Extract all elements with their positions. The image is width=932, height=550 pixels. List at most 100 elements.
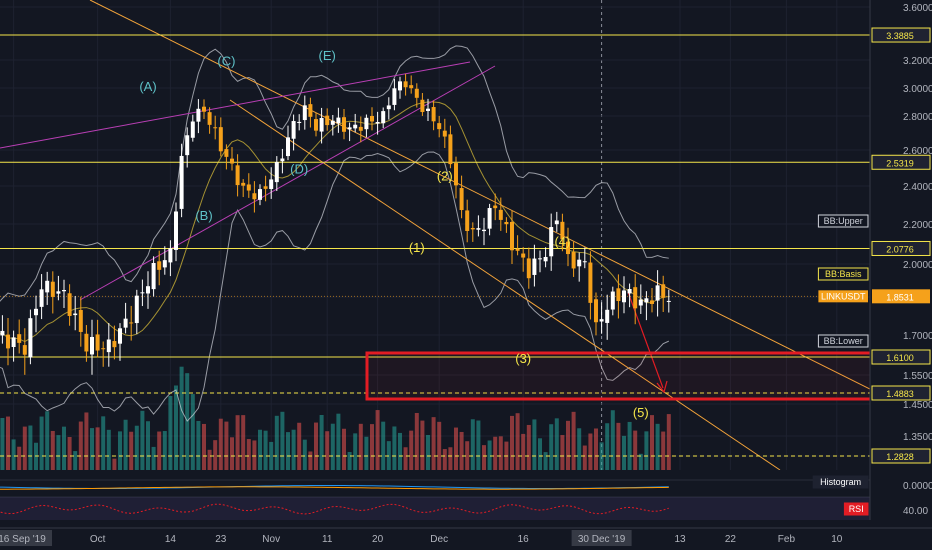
- time-tick-box: [571, 530, 632, 546]
- time-tick-label: Feb: [778, 534, 796, 545]
- volume-bar: [414, 412, 419, 470]
- trend-lines: [0, 0, 932, 471]
- wave-label: (4): [554, 234, 570, 249]
- candle-body: [431, 107, 436, 122]
- time-axis[interactable]: 16 Sep '19 Oct 14 23 Nov 11 20 Dec 16 30 Dec '19 1…: [0, 527, 932, 550]
- candle-body: [330, 120, 335, 125]
- volume-bar: [476, 420, 481, 470]
- symbol-tag-text: LINKUSDT: [821, 291, 866, 301]
- volume-bar: [325, 431, 330, 470]
- candle-body: [28, 318, 33, 358]
- volume-bar: [487, 440, 492, 470]
- price-tick-label: 1.7000: [903, 331, 932, 342]
- candle-body: [22, 345, 27, 355]
- volume-bar: [442, 449, 447, 470]
- candle-body: [566, 241, 570, 255]
- level-tag: [871, 448, 931, 464]
- candle-body: [39, 289, 44, 307]
- candle-body: [314, 119, 318, 131]
- candle-body: [90, 336, 94, 355]
- volume-bar: [330, 423, 335, 470]
- price-axis[interactable]: 3.3885 2.5319 2.0776 1.6100 1.4883 1.2828 3.60…: [812, 3, 932, 517]
- candle-body: [454, 163, 458, 186]
- price-tick-label: 2.4000: [903, 182, 932, 193]
- candle-body: [403, 81, 408, 88]
- indicator-background: [0, 470, 870, 520]
- candle-body: [78, 309, 83, 332]
- wave-label: (D): [290, 161, 308, 176]
- candle-body: [308, 104, 313, 117]
- volume-bar: [448, 447, 453, 470]
- candle-body: [605, 309, 610, 323]
- candle-body: [599, 319, 604, 322]
- volume-bar: [420, 420, 425, 470]
- candle-body: [644, 298, 649, 303]
- volume-bar: [375, 410, 380, 470]
- volume-bar: [588, 433, 593, 470]
- volume-bar: [95, 427, 100, 470]
- last-price-tag: [872, 289, 930, 304]
- candle-body: [650, 300, 654, 304]
- candle-body: [174, 211, 178, 250]
- volume-bar: [196, 420, 201, 470]
- price-tick-label: 2.8000: [903, 112, 932, 123]
- candle-body: [0, 330, 5, 336]
- time-tick-label: Dec: [430, 534, 448, 545]
- volume-bar: [532, 419, 537, 470]
- candle-body: [627, 289, 632, 294]
- volume-bar: [370, 424, 374, 470]
- price-tick-label: 2.2000: [903, 220, 932, 231]
- candle-body: [157, 261, 162, 270]
- volume-bar: [224, 421, 229, 470]
- bb-upper-tag: [817, 214, 869, 228]
- candle-body: [112, 341, 117, 348]
- candle-body: [146, 286, 150, 294]
- volume-bar: [526, 424, 531, 470]
- volume-bar: [101, 416, 106, 470]
- time-tick-label: 16: [518, 534, 530, 545]
- volume-bar: [319, 414, 324, 470]
- candle-body: [493, 205, 498, 209]
- candle-body: [319, 118, 324, 132]
- wave-label: (E): [319, 48, 336, 63]
- candle-body: [655, 285, 660, 301]
- price-tick-label: 2.0000: [903, 260, 932, 271]
- bb-lower-tag: [817, 334, 869, 348]
- volume-bar: [106, 429, 111, 470]
- level-tag-value: 2.0776: [886, 244, 914, 254]
- volume-bar: [358, 423, 363, 470]
- candle-body: [358, 126, 363, 131]
- volume-bar: [638, 453, 643, 470]
- volume-bar: [123, 419, 128, 470]
- volume-bar: [437, 421, 442, 470]
- wedge-line-upper: [0, 61, 471, 149]
- price-tick-label: 1.3500: [903, 432, 932, 443]
- volume-bar: [179, 366, 184, 470]
- volume-bar: [168, 395, 173, 470]
- symbol-tag: [818, 290, 868, 303]
- candle-body: [84, 333, 89, 352]
- rsi-band: [0, 497, 870, 520]
- volume-bar: [308, 451, 313, 470]
- volume-bar: [202, 423, 206, 470]
- volume-bar: [162, 431, 167, 470]
- candle-body: [487, 208, 492, 229]
- candle-body: [622, 290, 626, 303]
- volume-bar: [599, 442, 604, 470]
- volume-bar: [67, 436, 72, 470]
- candlesticks: [0, 73, 671, 375]
- volume-bar: [50, 430, 55, 470]
- time-tick-label: 14: [165, 534, 177, 545]
- candle-body: [521, 253, 526, 258]
- volume-bar: [347, 451, 352, 470]
- volume-bar: [157, 431, 162, 470]
- candle-body: [269, 179, 274, 189]
- candle-body: [347, 127, 352, 130]
- volume-bar: [403, 447, 408, 470]
- volume-bar: [655, 423, 660, 470]
- volume-bar: [627, 421, 632, 470]
- volume-bar: [515, 413, 520, 470]
- candle-body: [543, 256, 548, 262]
- macd-signal-line: [0, 486, 669, 490]
